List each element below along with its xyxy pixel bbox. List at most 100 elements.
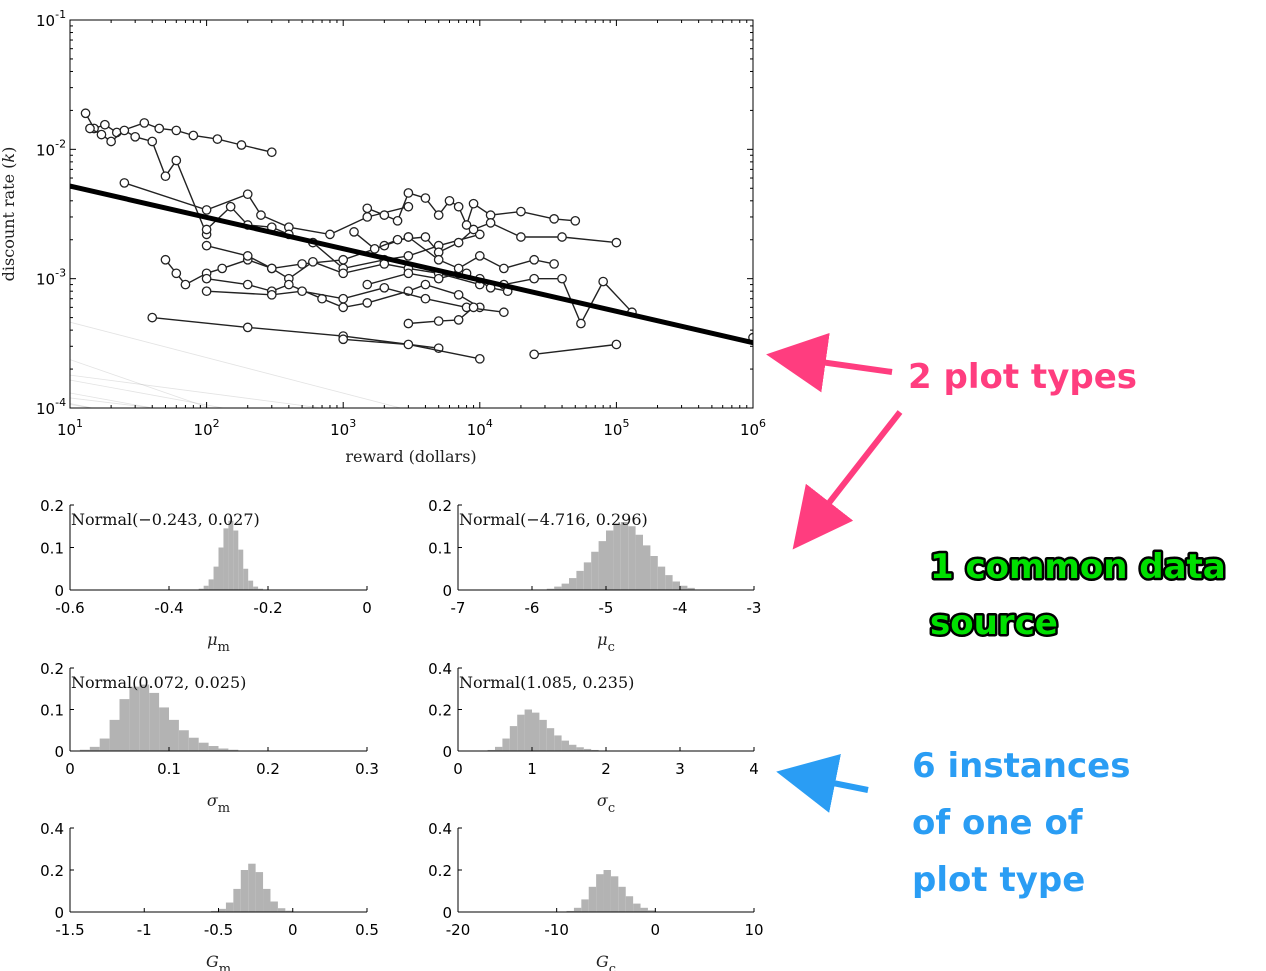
hist-y-tick-label: 0.2: [428, 702, 452, 720]
hist-x-tick-label: 0: [651, 921, 661, 939]
participant-line: [206, 287, 504, 313]
participant-point: [433, 316, 444, 326]
hist-x-tick-label: 0.3: [355, 760, 379, 778]
participant-3: [119, 178, 414, 240]
participant-point: [201, 240, 212, 251]
histogram-bar: [532, 712, 540, 751]
histogram-bar: [581, 899, 589, 912]
histogram-bar: [517, 714, 525, 751]
participant-line: [152, 316, 439, 349]
participant-point: [468, 224, 479, 235]
hist-x-tick-label: 0.5: [355, 921, 379, 939]
participant-point: [516, 232, 526, 242]
hist-y-tick-label: 0: [442, 904, 452, 922]
hist-x-axis-label: Gm: [206, 952, 231, 971]
participant-point: [403, 188, 414, 198]
histogram-bar: [248, 863, 256, 912]
histogram-bar: [576, 570, 584, 590]
posterior-line: [70, 321, 403, 408]
hist-x-tick-label: -0.5: [204, 921, 233, 939]
participant-13: [349, 218, 622, 258]
histogram-panel-5: -1.5 -1 -0.5 0 0.5 0 0.2 0.4 Gm: [40, 820, 379, 971]
participant-point: [420, 279, 431, 290]
hist-y-tick-label: 0: [54, 743, 64, 761]
group-mean-trend: [70, 183, 753, 346]
hist-x-axis-label: Gc: [596, 952, 616, 971]
hist-x-tick-label: -6: [525, 599, 540, 617]
hist-x-tick-label: -0.6: [55, 599, 84, 617]
histogram-bar: [573, 907, 582, 912]
participant-point: [570, 215, 581, 226]
callout-plot-types: 2 plot types: [908, 357, 1137, 397]
participant-point: [453, 237, 464, 248]
participant-point: [598, 276, 609, 287]
histogram-bar: [665, 575, 673, 590]
posterior-line: [70, 576, 753, 719]
hist-y-tick-label: 0.4: [40, 820, 64, 838]
participant-point: [420, 193, 431, 203]
histogram-bar: [554, 735, 562, 751]
hist-x-tick-label: 0: [362, 599, 372, 617]
histogram-bar: [285, 910, 293, 912]
posterior-line: [70, 522, 753, 725]
participant-10: [338, 334, 485, 364]
participant-line: [124, 182, 409, 236]
histogram-panel-2: -7 -6 -5 -4 -3 0 0.1 0.2 Normal(−4.716, 0.296) μc: [428, 497, 761, 655]
callout-instances-line2: of one of: [912, 803, 1084, 843]
histogram-bar: [561, 740, 569, 751]
histogram-bar: [263, 888, 271, 912]
histogram-bar: [79, 749, 90, 751]
histogram-bar: [524, 709, 532, 751]
participant-11: [362, 268, 637, 329]
histogram-bar: [613, 524, 621, 590]
participant-point: [362, 203, 373, 214]
posterior-line: [70, 599, 753, 732]
callout-instances-line1: 6 instances: [912, 746, 1130, 786]
histogram-bar: [169, 719, 179, 751]
participant-point: [338, 268, 349, 279]
participant-point: [499, 307, 509, 318]
posterior-line: [70, 569, 753, 718]
histogram-panel-6: -20 -10 0 10 0 0.2 0.4 Gc: [428, 820, 763, 971]
hist-y-tick-label: 0.1: [40, 702, 64, 720]
histogram-bar: [225, 902, 234, 912]
histogram-panel-1: -0.6 -0.4 -0.2 0 0 0.1 0.2 Normal(−0.243, 0.027…: [40, 497, 372, 655]
hist-x-tick-label: 2: [601, 760, 611, 778]
participant-point: [474, 229, 485, 240]
participant-point: [499, 263, 509, 274]
x-tick-label: 104: [467, 417, 493, 439]
hist-x-axis-label: σm: [207, 791, 230, 816]
participant-point: [266, 263, 277, 274]
posterior-line: [70, 573, 753, 737]
hist-x-tick-label: 0: [453, 760, 463, 778]
participant-point: [180, 279, 191, 290]
participant-point: [576, 318, 586, 329]
participant-point: [474, 251, 485, 261]
participant-point: [362, 279, 373, 290]
hist-distribution-label: Normal(−0.243, 0.027): [71, 510, 260, 529]
histogram-bar: [203, 585, 209, 590]
histogram-bar: [255, 872, 264, 912]
histogram-bar: [618, 886, 626, 912]
participant-point: [369, 244, 380, 254]
hist-x-tick-label: 0: [65, 760, 75, 778]
participant-line: [408, 306, 474, 325]
participant-point: [308, 256, 318, 267]
participant-12: [362, 188, 581, 230]
participant-point: [160, 171, 171, 182]
posterior-line: [70, 379, 226, 408]
y-tick-label: 10-1: [36, 8, 66, 30]
hist-x-tick-label: -5: [599, 599, 614, 617]
histogram-bar: [218, 547, 224, 590]
participant-2: [85, 123, 212, 240]
participant-point: [549, 214, 559, 224]
hist-x-tick-label: 0: [288, 921, 298, 939]
histogram-bar: [596, 874, 604, 912]
main-axis-ticks: 101 102 103 104 105 106 10-1 10-2 10-3 10-4: [36, 8, 766, 439]
hist-y-tick-label: 0.4: [428, 820, 452, 838]
histogram-bar: [233, 530, 239, 590]
participant-point: [461, 220, 472, 230]
histogram-bar: [277, 908, 286, 912]
participant-point: [171, 155, 182, 166]
